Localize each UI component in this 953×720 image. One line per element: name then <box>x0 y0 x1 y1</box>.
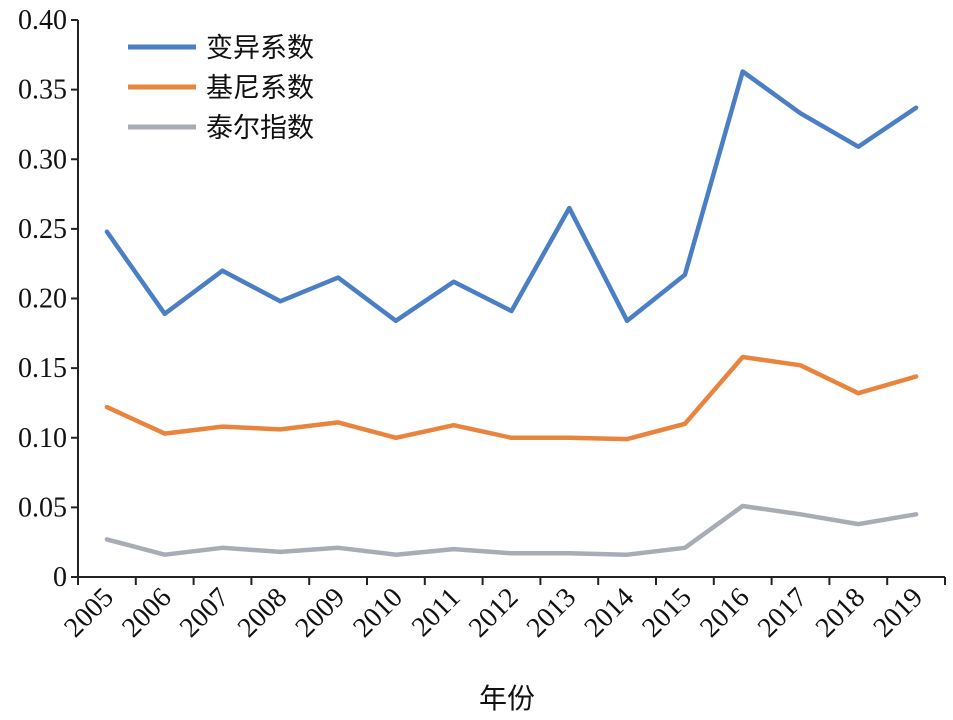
x-tick-label: 2013 <box>521 582 583 644</box>
y-tick-label: 0.15 <box>18 353 67 384</box>
series-line-3 <box>104 503 919 557</box>
x-tick-label: 2016 <box>694 582 756 644</box>
series-line-2 <box>104 354 919 442</box>
x-tick-label: 2009 <box>290 582 352 644</box>
series-line-1 <box>104 69 919 324</box>
x-tick-label: 2018 <box>810 582 872 644</box>
x-tick-label: 2008 <box>232 582 294 644</box>
legend-label-1: 变异系数 <box>206 33 314 64</box>
series-lines <box>104 69 919 557</box>
x-tick-label: 2012 <box>463 582 525 644</box>
x-tick-label: 2005 <box>58 582 120 644</box>
y-tick-label: 0.25 <box>18 214 67 245</box>
x-tick-label: 2007 <box>174 582 236 644</box>
y-tick-label: 0.05 <box>18 492 67 523</box>
x-tick-label: 2017 <box>752 582 814 644</box>
x-axis-title: 年份 <box>479 682 535 715</box>
x-tick-label: 2011 <box>406 582 467 643</box>
x-axis-ticks: 2005200620072008200920102011201220132014… <box>58 577 946 644</box>
x-tick-label: 2015 <box>636 582 698 644</box>
x-tick-label: 2006 <box>116 582 178 644</box>
y-axis-ticks: 0 0.05 0.10 0.15 0.20 0.25 0.30 0.35 0.40 <box>18 5 78 593</box>
y-tick-label: 0 <box>53 562 67 593</box>
y-tick-label: 0.20 <box>18 284 67 315</box>
y-tick-label: 0.10 <box>18 423 67 454</box>
x-tick-label: 2019 <box>868 582 930 644</box>
legend-label-3: 泰尔指数 <box>206 113 314 144</box>
y-tick-label: 0.35 <box>18 75 67 106</box>
x-tick-label: 2010 <box>347 582 409 644</box>
x-tick-label: 2014 <box>579 582 641 644</box>
y-tick-label: 0.30 <box>18 144 67 175</box>
legend-label-2: 基尼系数 <box>206 73 314 104</box>
y-tick-label: 0.40 <box>18 5 67 36</box>
